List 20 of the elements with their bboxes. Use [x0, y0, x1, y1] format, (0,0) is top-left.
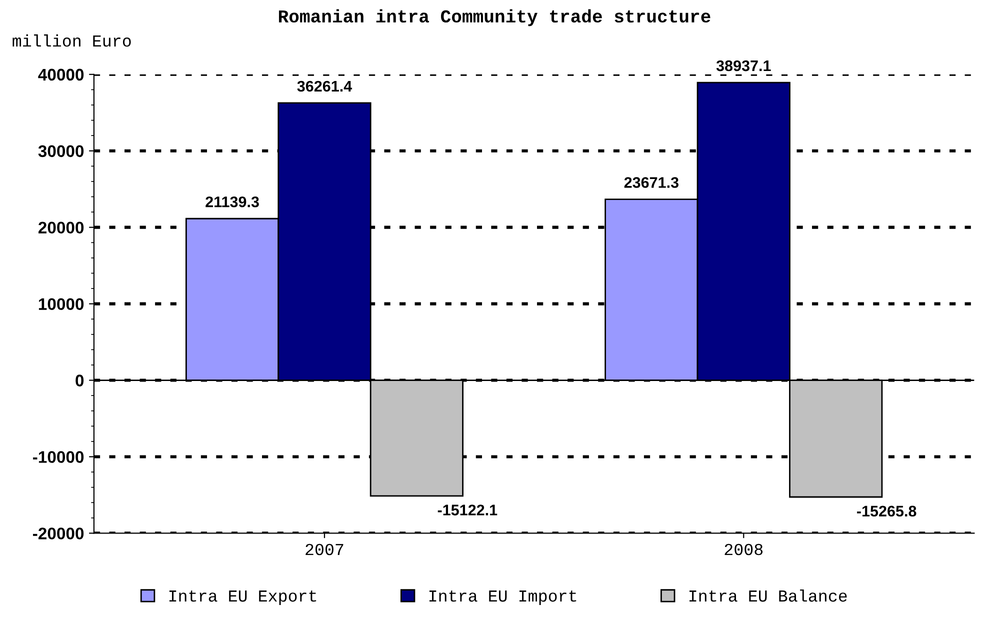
y-tick-label: -20000	[32, 528, 84, 540]
y-axis-title: million Euro	[12, 34, 131, 47]
data-label: 23671.3	[624, 177, 678, 188]
y-tick-label: -10000	[32, 451, 84, 463]
y-tick-label: 30000	[38, 145, 84, 158]
x-tick-label: 2008	[724, 544, 763, 556]
y-tick-label: 20000	[38, 222, 84, 234]
data-label: 36261.4	[297, 80, 352, 92]
legend-label: Intra EU Balance	[689, 589, 847, 602]
legend-label: Intra EU Export	[169, 590, 316, 605]
data-label: 21139.3	[206, 196, 259, 208]
y-tick-label: 0	[76, 374, 84, 386]
data-label: -15122.1	[438, 504, 498, 516]
y-tick-label: 10000	[38, 298, 84, 310]
legend-label: Intra EU Import	[429, 590, 576, 605]
data-label: 38937.1	[716, 60, 771, 72]
chart-title: Romanian intra Community trade structure	[278, 9, 710, 26]
data-label: -15265.8	[857, 506, 916, 517]
x-tick-label: 2007	[306, 544, 344, 556]
y-tick-label: 40000	[38, 68, 84, 81]
